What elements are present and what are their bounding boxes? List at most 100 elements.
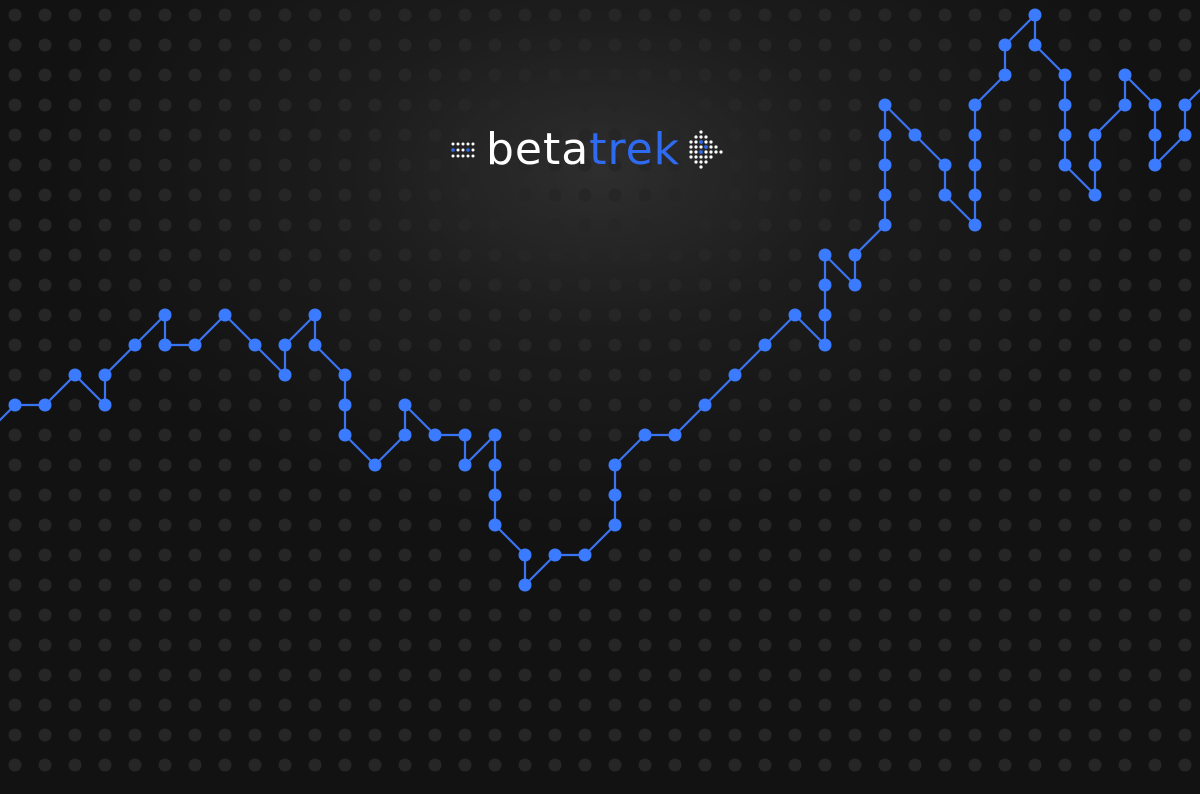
grid-dot	[368, 128, 382, 142]
grid-dot	[1178, 668, 1192, 682]
grid-dot	[1178, 428, 1192, 442]
grid-dot	[1028, 608, 1042, 622]
grid-dot	[638, 608, 652, 622]
grid-dot	[518, 758, 532, 772]
grid-dot	[878, 638, 892, 652]
grid-dot	[188, 398, 202, 412]
grid-dot	[1058, 668, 1072, 682]
grid-dot	[878, 728, 892, 742]
trend-node	[398, 428, 412, 442]
grid-dot	[8, 278, 22, 292]
grid-dot	[1178, 728, 1192, 742]
trend-node	[818, 338, 832, 352]
grid-dot	[1118, 278, 1132, 292]
grid-dot	[1148, 518, 1162, 532]
trend-node	[128, 338, 142, 352]
grid-dot	[818, 8, 832, 22]
grid-dot	[878, 488, 892, 502]
grid-dot	[128, 8, 142, 22]
grid-dot	[938, 668, 952, 682]
grid-dot	[758, 758, 772, 772]
grid-dot	[758, 368, 772, 382]
grid-dot	[1028, 578, 1042, 592]
grid-dot	[668, 248, 682, 262]
grid-dot	[308, 608, 322, 622]
grid-dot	[1088, 68, 1102, 82]
grid-dot	[848, 158, 862, 172]
grid-dot	[1148, 248, 1162, 262]
grid-dot	[608, 548, 622, 562]
grid-dot	[698, 218, 712, 232]
grid-dot	[668, 38, 682, 52]
grid-dot	[338, 698, 352, 712]
grid-dot	[1118, 8, 1132, 22]
trend-node	[428, 428, 442, 442]
grid-dot	[548, 458, 562, 472]
grid-dot	[908, 68, 922, 82]
grid-dot	[698, 698, 712, 712]
grid-dot	[608, 728, 622, 742]
grid-dot	[548, 218, 562, 232]
grid-dot	[248, 518, 262, 532]
grid-dot	[1178, 248, 1192, 262]
grid-dot	[548, 8, 562, 22]
grid-dot	[458, 368, 472, 382]
grid-dot	[128, 188, 142, 202]
grid-dot	[848, 68, 862, 82]
grid-dot	[98, 488, 112, 502]
grid-dot	[488, 248, 502, 262]
grid-dot	[98, 668, 112, 682]
grid-dot	[458, 758, 472, 772]
grid-dot	[1178, 338, 1192, 352]
grid-dot	[518, 38, 532, 52]
trend-node	[1088, 188, 1102, 202]
grid-dot	[968, 428, 982, 442]
grid-dot	[758, 578, 772, 592]
trend-node	[308, 338, 322, 352]
grid-dot	[878, 338, 892, 352]
grid-dot	[338, 278, 352, 292]
grid-dot	[1118, 158, 1132, 172]
grid-dot	[8, 218, 22, 232]
grid-dot	[218, 608, 232, 622]
grid-dot	[128, 458, 142, 472]
grid-dot	[758, 278, 772, 292]
grid-dot	[578, 38, 592, 52]
grid-dot	[158, 548, 172, 562]
grid-dot	[38, 368, 52, 382]
grid-dot	[428, 608, 442, 622]
grid-dot	[458, 38, 472, 52]
grid-dot	[668, 608, 682, 622]
grid-dot	[38, 428, 52, 442]
grid-dot	[848, 758, 862, 772]
grid-dot	[308, 488, 322, 502]
grid-dot	[98, 308, 112, 322]
grid-dot	[68, 668, 82, 682]
grid-dot	[848, 308, 862, 322]
grid-dot	[638, 128, 652, 142]
grid-dot	[488, 608, 502, 622]
grid-dot	[548, 128, 562, 142]
grid-dot	[68, 218, 82, 232]
grid-dot	[1178, 548, 1192, 562]
grid-dot	[728, 218, 742, 232]
grid-dot	[1058, 398, 1072, 412]
grid-dot	[338, 38, 352, 52]
grid-dot	[878, 518, 892, 532]
grid-dot	[428, 98, 442, 112]
grid-dot	[308, 458, 322, 472]
trend-node	[38, 398, 52, 412]
grid-dot	[68, 518, 82, 532]
grid-dot	[968, 638, 982, 652]
grid-dot	[278, 608, 292, 622]
grid-dot	[38, 548, 52, 562]
grid-dot	[968, 608, 982, 622]
grid-dot	[278, 398, 292, 412]
grid-dot	[248, 488, 262, 502]
grid-dot	[458, 8, 472, 22]
grid-dot	[1148, 728, 1162, 742]
grid-dot	[938, 248, 952, 262]
grid-dot	[518, 458, 532, 472]
grid-dot	[638, 68, 652, 82]
grid-dot	[368, 218, 382, 232]
